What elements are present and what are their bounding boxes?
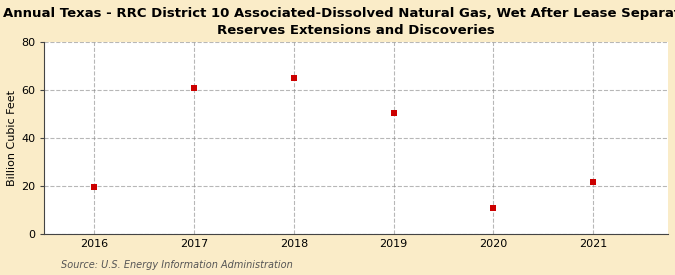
Point [188, 86, 199, 90]
Point [288, 76, 299, 80]
Text: Source: U.S. Energy Information Administration: Source: U.S. Energy Information Administ… [61, 260, 292, 270]
Y-axis label: Billion Cubic Feet: Billion Cubic Feet [7, 90, 17, 186]
Title: Annual Texas - RRC District 10 Associated-Dissolved Natural Gas, Wet After Lease: Annual Texas - RRC District 10 Associate… [3, 7, 675, 37]
Point [388, 111, 399, 115]
Point [89, 185, 100, 189]
Point [588, 180, 599, 185]
Point [488, 205, 499, 210]
